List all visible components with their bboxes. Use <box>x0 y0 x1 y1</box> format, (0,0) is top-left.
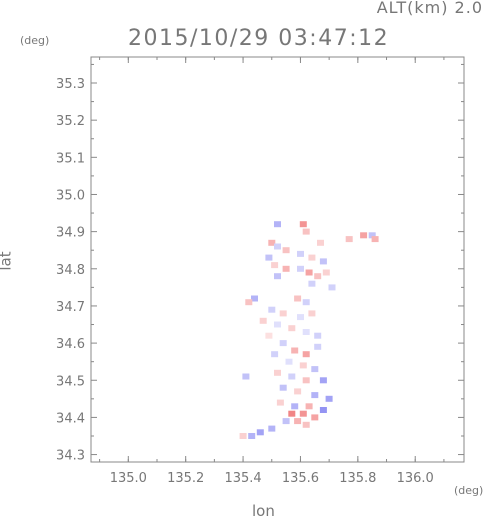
x-axis-label: lon <box>252 502 275 520</box>
heatmap-cell <box>271 351 279 358</box>
heatmap-cell <box>251 295 258 302</box>
heatmap-cell <box>302 228 310 235</box>
x-tick-label: 135.2 <box>167 471 204 486</box>
heatmap-cell <box>268 239 276 246</box>
heatmap-cell <box>259 317 267 324</box>
y-tick-label: 34.7 <box>56 300 85 315</box>
heatmap-cell <box>311 366 319 373</box>
cells-layer <box>239 221 379 439</box>
heatmap-cell <box>274 273 281 280</box>
heatmap-cell <box>265 332 273 339</box>
heatmap-cell <box>319 258 327 265</box>
heatmap-cell <box>297 250 304 257</box>
heatmap-cell <box>294 388 302 395</box>
heatmap-cell <box>311 392 319 399</box>
ticks-layer: 135.0 135.2 135.4 135.6 135.8 136.0 34.3 34.4 34… <box>56 57 464 486</box>
heatmap-cell <box>305 403 313 410</box>
y-tick-label: 34.9 <box>56 226 85 241</box>
heatmap-cell <box>308 310 316 317</box>
heatmap-cell <box>311 414 319 421</box>
heatmap-cell <box>248 433 256 439</box>
y-tick-label: 34.4 <box>56 411 85 426</box>
heatmap-cell <box>299 410 307 417</box>
heatmap-cell <box>294 295 302 302</box>
heatmap-cell <box>328 284 336 291</box>
heatmap-cell <box>276 399 284 406</box>
heatmap-cell <box>302 377 310 384</box>
heatmap-cell <box>371 236 379 243</box>
heatmap-cell <box>294 418 302 425</box>
heatmap-cell <box>279 384 287 391</box>
altitude-label: ALT(km) 2.0 <box>376 0 483 17</box>
y-tick-label: 35.2 <box>56 114 85 129</box>
heatmap-cell <box>288 373 296 380</box>
heatmap-cell <box>268 425 276 432</box>
x-tick-label: 135.8 <box>339 471 376 486</box>
heatmap-cell <box>368 232 376 239</box>
y-tick-label: 34.6 <box>56 337 85 352</box>
heatmap-cell <box>302 329 310 335</box>
heatmap-cell <box>279 310 287 317</box>
heatmap-cell <box>245 299 253 306</box>
heatmap-cell <box>271 262 279 269</box>
heatmap-cell <box>282 418 290 425</box>
heatmap-cell <box>288 325 296 332</box>
y-tick-label: 35.0 <box>56 188 85 203</box>
heatmap-cell <box>274 321 281 328</box>
heatmap-cell <box>302 421 310 428</box>
y-tick-label: 35.1 <box>56 151 85 166</box>
heatmap-cell <box>299 221 307 228</box>
heatmap-cell <box>302 299 310 306</box>
heatmap-cell <box>285 358 293 365</box>
heatmap-cell <box>242 373 250 380</box>
y-axis-unit: (deg) <box>20 34 50 47</box>
heatmap-cell <box>274 221 281 228</box>
y-tick-label: 34.3 <box>56 449 85 464</box>
heatmap-cell <box>308 280 316 287</box>
heatmap-cell <box>302 351 310 358</box>
heatmap-cell <box>274 369 281 376</box>
heatmap-cell <box>288 410 296 417</box>
x-axis-unit: (deg) <box>454 484 484 497</box>
x-tick-label: 135.4 <box>224 471 261 486</box>
heatmap-cell <box>325 395 333 402</box>
heatmap-cell <box>308 254 316 261</box>
heatmap-cell <box>322 269 330 276</box>
heatmap-cell <box>239 433 247 439</box>
heatmap-cell <box>319 377 327 384</box>
heatmap-cell <box>314 273 322 280</box>
y-tick-label: 35.3 <box>56 77 85 92</box>
x-tick-label: 135.0 <box>110 471 147 486</box>
heatmap-cell <box>282 247 290 254</box>
heatmap-cell <box>297 265 304 272</box>
heatmap-cell <box>291 403 299 410</box>
heatmap-cell <box>297 314 304 321</box>
heatmap-cell <box>256 429 264 436</box>
heatmap-cell <box>319 407 327 413</box>
heatmap-cell <box>279 340 287 347</box>
y-tick-label: 34.8 <box>56 263 85 278</box>
heatmap-cell <box>299 362 307 369</box>
heatmap-cell <box>274 243 281 250</box>
heatmap-cell <box>345 236 353 243</box>
heatmap-cell <box>282 265 290 272</box>
heatmap-cell <box>305 269 313 276</box>
heatmap-cell <box>314 343 322 350</box>
heatmap-cell <box>268 306 276 313</box>
plot-frame <box>90 56 465 463</box>
heatmap-cell <box>314 332 322 339</box>
x-tick-label: 135.6 <box>282 471 319 486</box>
timestamp-title: 2015/10/29 03:47:12 <box>128 26 390 51</box>
heatmap-cell <box>265 254 273 261</box>
heatmap-cell <box>291 347 299 354</box>
heatmap-cell <box>360 232 368 239</box>
x-tick-label: 136.0 <box>397 471 434 486</box>
y-tick-label: 34.5 <box>56 374 85 389</box>
heatmap-cell <box>317 239 324 246</box>
